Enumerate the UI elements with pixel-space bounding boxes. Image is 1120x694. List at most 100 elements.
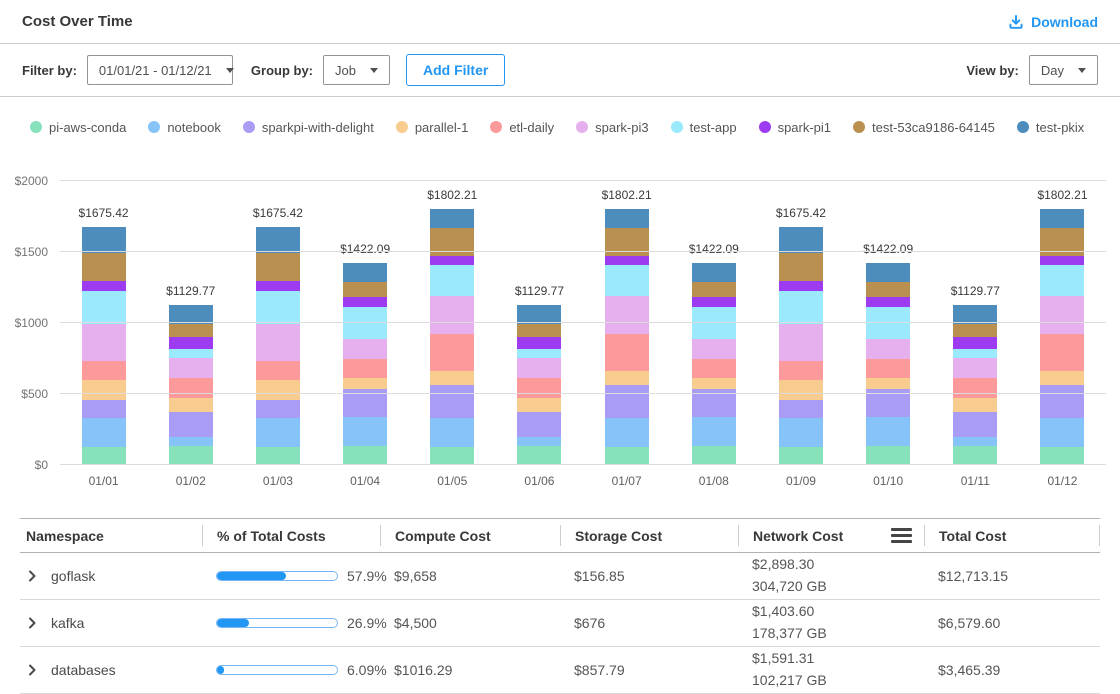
bar-segment-spark-pi1[interactable] (604, 255, 649, 265)
bar-segment-spark-pi3[interactable] (604, 296, 649, 335)
add-filter-button[interactable]: Add Filter (405, 54, 506, 86)
bar-segment-test-pkix[interactable] (255, 227, 300, 253)
download-button[interactable]: Download (1008, 14, 1098, 30)
bar-segment-spark-pi3[interactable] (430, 296, 475, 335)
bar-segment-sparkpi-with-delight[interactable] (517, 412, 562, 438)
column-header-percent-of-total-costs[interactable]: % of Total Costs (202, 525, 380, 546)
bar-segment-test-53ca9186-64145[interactable] (866, 282, 911, 298)
bar-segment-test-app[interactable] (343, 307, 388, 340)
bar-segment-etl-daily[interactable] (953, 377, 998, 398)
bar-segment-test-53ca9186-64145[interactable] (691, 282, 736, 298)
bar-segment-test-pkix[interactable] (168, 304, 213, 324)
column-header-compute-cost[interactable]: Compute Cost (380, 525, 560, 546)
chevron-right-icon[interactable] (26, 570, 38, 582)
bar-segment-sparkpi-with-delight[interactable] (1040, 384, 1085, 419)
bar-segment-pi-aws-conda[interactable] (343, 445, 388, 465)
bar-segment-notebook[interactable] (953, 437, 998, 446)
namespace-cell[interactable]: databases (20, 662, 202, 678)
legend-item-etl-daily[interactable]: etl-daily (490, 120, 554, 135)
bar-segment-notebook[interactable] (343, 417, 388, 446)
bar-segment-sparkpi-with-delight[interactable] (430, 384, 475, 419)
bar-segment-spark-pi3[interactable] (343, 339, 388, 360)
legend-item-test-pkix[interactable]: test-pkix (1016, 120, 1084, 135)
bar-segment-notebook[interactable] (778, 418, 823, 447)
bar-segment-spark-pi1[interactable] (517, 337, 562, 349)
bar-segment-etl-daily[interactable] (343, 359, 388, 378)
bar-segment-parallel-1[interactable] (691, 377, 736, 390)
bar-segment-notebook[interactable] (81, 418, 126, 447)
bar-segment-spark-pi1[interactable] (430, 255, 475, 265)
bar-segment-test-app[interactable] (255, 291, 300, 325)
bar-segment-pi-aws-conda[interactable] (604, 446, 649, 465)
bar-segment-test-pkix[interactable] (691, 263, 736, 283)
bar-segment-parallel-1[interactable] (604, 370, 649, 385)
bar-segment-test-pkix[interactable] (517, 304, 562, 324)
bar-segment-etl-daily[interactable] (866, 359, 911, 378)
bar-segment-parallel-1[interactable] (430, 370, 475, 385)
bar-segment-spark-pi1[interactable] (953, 337, 998, 349)
bar-segment-parallel-1[interactable] (81, 379, 126, 401)
bar-segment-notebook[interactable] (691, 417, 736, 446)
view-by-select[interactable]: Day (1028, 55, 1098, 85)
chevron-right-icon[interactable] (26, 664, 38, 676)
column-header-storage-cost[interactable]: Storage Cost (560, 525, 738, 546)
bar-segment-pi-aws-conda[interactable] (691, 445, 736, 465)
bar-segment-etl-daily[interactable] (255, 360, 300, 380)
bar-segment-parallel-1[interactable] (866, 377, 911, 390)
bar-segment-notebook[interactable] (866, 417, 911, 446)
bar-segment-parallel-1[interactable] (343, 377, 388, 390)
bar-segment-spark-pi3[interactable] (1040, 296, 1085, 335)
bar-segment-test-pkix[interactable] (604, 209, 649, 228)
bar-segment-spark-pi1[interactable] (691, 297, 736, 308)
column-header-network-cost[interactable]: Network Cost (738, 525, 924, 546)
bar-segment-spark-pi3[interactable] (953, 357, 998, 378)
bar-segment-spark-pi3[interactable] (255, 324, 300, 361)
bar-segment-pi-aws-conda[interactable] (430, 446, 475, 465)
bar-segment-test-app[interactable] (430, 264, 475, 297)
bar-segment-spark-pi1[interactable] (1040, 255, 1085, 265)
group-by-select[interactable]: Job (323, 55, 390, 85)
bar-segment-sparkpi-with-delight[interactable] (81, 400, 126, 419)
bar-segment-parallel-1[interactable] (953, 397, 998, 413)
bar-segment-test-53ca9186-64145[interactable] (81, 252, 126, 282)
chevron-right-icon[interactable] (26, 617, 38, 629)
bar-segment-test-53ca9186-64145[interactable] (517, 323, 562, 338)
bar-segment-test-app[interactable] (691, 307, 736, 340)
bar-segment-pi-aws-conda[interactable] (778, 446, 823, 465)
bar-segment-pi-aws-conda[interactable] (953, 445, 998, 465)
bar-segment-etl-daily[interactable] (691, 359, 736, 378)
bar-segment-test-53ca9186-64145[interactable] (168, 323, 213, 338)
bar-segment-spark-pi1[interactable] (168, 337, 213, 349)
bar-segment-spark-pi1[interactable] (343, 297, 388, 308)
legend-item-sparkpi-with-delight[interactable]: sparkpi-with-delight (242, 120, 374, 135)
bar-segment-test-app[interactable] (778, 291, 823, 325)
legend-item-pi-aws-conda[interactable]: pi-aws-conda (30, 120, 126, 135)
date-range-select[interactable]: 01/01/21 - 01/12/21 (86, 55, 234, 85)
legend-item-notebook[interactable]: notebook (148, 120, 221, 135)
legend-item-parallel-1[interactable]: parallel-1 (395, 120, 468, 135)
bar-segment-etl-daily[interactable] (517, 377, 562, 398)
bar-segment-test-pkix[interactable] (81, 227, 126, 253)
legend-item-test-app[interactable]: test-app (670, 120, 737, 135)
bar-segment-test-app[interactable] (866, 307, 911, 340)
bar-segment-notebook[interactable] (517, 437, 562, 446)
bar-segment-sparkpi-with-delight[interactable] (604, 384, 649, 419)
bar-segment-test-53ca9186-64145[interactable] (778, 252, 823, 282)
bar-segment-etl-daily[interactable] (1040, 334, 1085, 371)
bar-segment-notebook[interactable] (255, 418, 300, 447)
bar-segment-spark-pi1[interactable] (255, 281, 300, 292)
bar-segment-test-pkix[interactable] (778, 227, 823, 253)
bar-segment-etl-daily[interactable] (168, 377, 213, 398)
bar-segment-test-app[interactable] (953, 348, 998, 358)
bar-segment-test-app[interactable] (168, 348, 213, 358)
bar-segment-pi-aws-conda[interactable] (168, 445, 213, 465)
bar-segment-parallel-1[interactable] (168, 397, 213, 413)
bar-segment-spark-pi3[interactable] (517, 357, 562, 378)
bar-segment-test-53ca9186-64145[interactable] (255, 252, 300, 282)
bar-segment-notebook[interactable] (430, 418, 475, 447)
column-header-namespace[interactable]: Namespace (26, 527, 104, 544)
column-header-total-cost[interactable]: Total Cost (924, 525, 1100, 546)
bar-segment-test-53ca9186-64145[interactable] (953, 323, 998, 338)
bar-segment-sparkpi-with-delight[interactable] (953, 412, 998, 438)
bar-segment-test-pkix[interactable] (430, 209, 475, 228)
